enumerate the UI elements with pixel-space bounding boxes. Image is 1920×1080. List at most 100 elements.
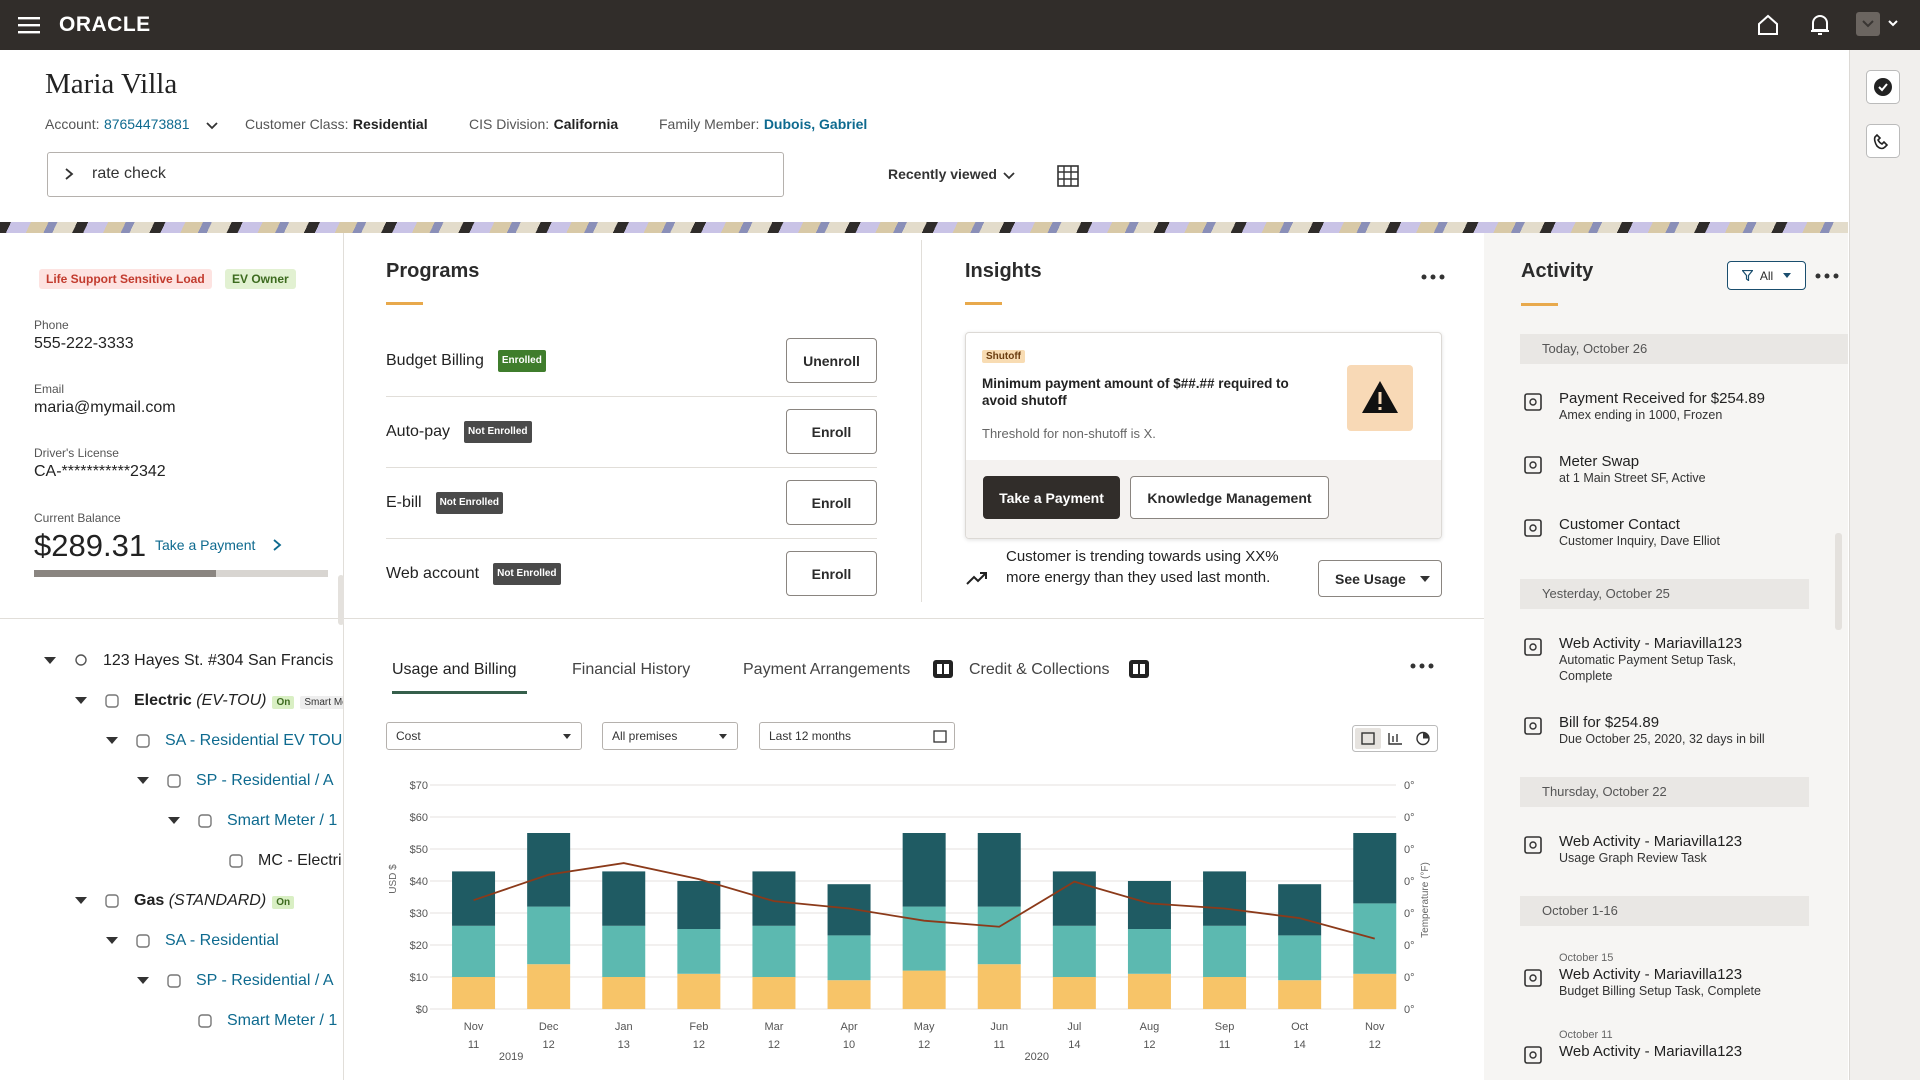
tree-node: Smart Meter / 1 xyxy=(227,1011,337,1031)
node-label[interactable]: SA - Residential EV TOU xyxy=(165,732,343,749)
filter-select[interactable]: All premises xyxy=(602,722,738,750)
filter-value[interactable]: Cost xyxy=(396,729,421,743)
tab[interactable]: Financial History xyxy=(572,661,691,678)
program-button[interactable]: Enroll xyxy=(786,551,877,596)
expand-toggle[interactable] xyxy=(106,937,118,945)
program-button[interactable]: Enroll xyxy=(786,409,877,454)
see-usage-button[interactable]: See Usage xyxy=(1318,560,1442,597)
account-caret[interactable] xyxy=(205,120,219,132)
caret xyxy=(1419,575,1430,582)
expand-toggle[interactable] xyxy=(75,697,87,705)
node-label[interactable]: Smart Meter / 1 xyxy=(227,812,338,829)
item-title[interactable]: Web Activity - Mariavilla123 xyxy=(1559,635,1743,652)
warning-icon xyxy=(1347,365,1413,431)
tab[interactable]: Credit & Collections xyxy=(969,661,1110,678)
node-label[interactable]: SP - Residential / A xyxy=(196,972,334,989)
family-link[interactable]: Dubois, Gabriel xyxy=(763,116,868,132)
chevron xyxy=(137,977,149,984)
program-button[interactable]: Unenroll xyxy=(786,338,877,383)
field-value: Residential xyxy=(352,116,428,132)
expand-toggle[interactable] xyxy=(75,897,87,905)
row-divider xyxy=(386,538,877,539)
recently-viewed[interactable]: Recently viewed xyxy=(888,166,997,182)
item-title[interactable]: Meter Swap xyxy=(1559,453,1640,470)
top-bar xyxy=(0,0,1920,50)
search-query[interactable]: rate check xyxy=(92,165,166,182)
activity-item[interactable]: Web Activity - Mariavilla123 Automatic Pa… xyxy=(1520,635,1848,684)
bar-segment xyxy=(1278,884,1322,936)
activity-item[interactable]: Meter Swap at 1 Main Street SF, Active xyxy=(1520,453,1848,486)
node-icon xyxy=(136,734,150,748)
bell-icon[interactable] xyxy=(1809,13,1831,37)
button-label[interactable]: See Usage xyxy=(1335,570,1406,587)
expand-toggle[interactable] xyxy=(44,657,56,665)
item-title[interactable]: Bill for $254.89 xyxy=(1559,714,1660,731)
x-tick-label: Mar xyxy=(764,1021,783,1033)
more-menu[interactable] xyxy=(1420,272,1446,282)
expand-toggle[interactable] xyxy=(168,817,180,825)
icon-shape xyxy=(1529,643,1537,651)
activity-item[interactable]: Customer Contact Customer Inquiry, Dave E… xyxy=(1520,516,1848,549)
item-title[interactable]: Web Activity - Mariavilla123 xyxy=(1559,1043,1743,1060)
expand-toggle[interactable] xyxy=(137,777,149,785)
tab-icon xyxy=(1129,660,1149,678)
take-payment-button[interactable]: Take a Payment xyxy=(983,476,1120,519)
account-link[interactable]: 87654473881 xyxy=(103,116,190,132)
node-label[interactable]: SA - Residential xyxy=(165,932,279,949)
icon-shape xyxy=(1529,1051,1537,1059)
activity-item[interactable]: Web Activity - Mariavilla123 Usage Graph … xyxy=(1520,833,1848,866)
check-button[interactable] xyxy=(1866,70,1900,104)
program-row: Auto-pay Not Enrolled xyxy=(386,421,532,443)
more-menu[interactable] xyxy=(1409,661,1435,671)
select-icon xyxy=(933,730,947,743)
tab[interactable]: Usage and Billing xyxy=(392,661,517,678)
knowledge-button[interactable]: Knowledge Management xyxy=(1130,476,1329,519)
item-title[interactable]: Customer Contact xyxy=(1559,516,1680,533)
trend-icon xyxy=(966,572,987,585)
node-label[interactable]: Smart Meter / 1 xyxy=(227,1012,338,1029)
activity-item[interactable]: Payment Received for $254.89 Amex ending … xyxy=(1520,390,1848,423)
expand-toggle[interactable] xyxy=(106,737,118,745)
item-title[interactable]: Web Activity - Mariavilla123 xyxy=(1559,833,1743,850)
item-title[interactable]: Web Activity - Mariavilla123 xyxy=(1559,966,1743,983)
activity-icon xyxy=(1524,1046,1542,1064)
side-rail xyxy=(1849,50,1920,1080)
activity-icon xyxy=(1524,638,1542,656)
field-label: Customer Class: xyxy=(245,116,349,132)
search-box[interactable] xyxy=(47,152,784,197)
more-menu[interactable] xyxy=(1814,271,1840,281)
filter-select[interactable]: Cost xyxy=(386,722,582,750)
pay-link[interactable]: Take a Payment xyxy=(155,537,255,553)
brand[interactable]: ORACLE xyxy=(59,13,151,36)
scrollbar[interactable] xyxy=(338,575,344,625)
activity-icon xyxy=(1524,456,1542,474)
pay-link-text[interactable]: Take a Payment xyxy=(155,537,256,553)
filter-value[interactable]: Last 12 months xyxy=(769,729,852,743)
chart-view-toggle[interactable] xyxy=(1352,725,1438,752)
expand-toggle[interactable] xyxy=(137,977,149,985)
home-icon[interactable] xyxy=(1756,13,1780,37)
y-tick-label: $40 xyxy=(410,876,428,888)
menu-icon[interactable] xyxy=(18,15,40,35)
scrollbar[interactable] xyxy=(1835,533,1842,630)
phone-button[interactable] xyxy=(1866,124,1900,158)
activity-item[interactable]: Bill for $254.89 Due October 25, 2020, 32… xyxy=(1520,714,1848,747)
node-label[interactable]: SP - Residential / A xyxy=(196,772,334,789)
recent-caret[interactable] xyxy=(1002,170,1016,182)
node-label: Gas xyxy=(134,892,165,909)
item-title[interactable]: Payment Received for $254.89 xyxy=(1559,390,1765,407)
activity-item[interactable]: October 15 Web Activity - Mariavilla123 Bu… xyxy=(1520,952,1848,999)
activity-filter[interactable]: All xyxy=(1727,261,1806,290)
avatar-icon[interactable] xyxy=(1855,11,1901,37)
filter-value[interactable]: All premises xyxy=(612,729,678,743)
date-header: Thursday, October 22 xyxy=(1520,777,1809,807)
program-button[interactable]: Enroll xyxy=(786,480,877,525)
activity-item[interactable]: October 11 Web Activity - Mariavilla123 xyxy=(1520,1029,1848,1064)
filter-icon xyxy=(1741,270,1753,281)
filter-label[interactable]: All xyxy=(1759,268,1774,283)
tab[interactable]: Payment Arrangements xyxy=(743,661,911,678)
pay-chevron[interactable] xyxy=(271,538,283,552)
filter-select[interactable]: Last 12 months xyxy=(759,722,955,750)
grid-icon[interactable] xyxy=(1057,165,1079,187)
